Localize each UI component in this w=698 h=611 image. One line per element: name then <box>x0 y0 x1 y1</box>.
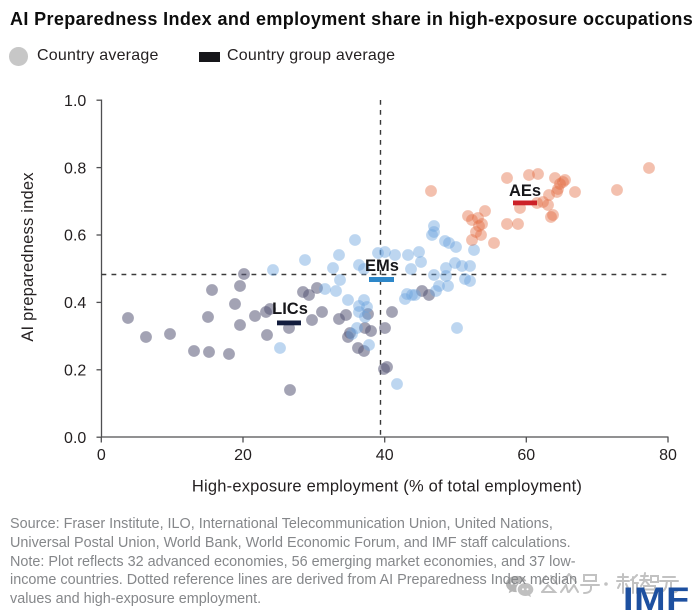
svg-text:20: 20 <box>234 447 252 464</box>
svg-text:0.2: 0.2 <box>64 363 86 380</box>
svg-text:1.0: 1.0 <box>64 93 86 110</box>
svg-text:0: 0 <box>97 447 106 464</box>
svg-text:0.6: 0.6 <box>64 228 86 245</box>
svg-text:AI preparedness index: AI preparedness index <box>19 172 37 342</box>
svg-text:High-exposure employment (% of: High-exposure employment (% of total emp… <box>192 478 582 496</box>
svg-text:60: 60 <box>517 447 535 464</box>
svg-text:0.4: 0.4 <box>64 295 86 312</box>
svg-text:AEs: AEs <box>509 182 541 200</box>
svg-text:40: 40 <box>376 447 394 464</box>
svg-text:0.8: 0.8 <box>64 160 86 177</box>
svg-text:0.0: 0.0 <box>64 430 86 447</box>
svg-text:EMs: EMs <box>365 257 399 275</box>
svg-text:80: 80 <box>659 447 677 464</box>
svg-text:LICs: LICs <box>272 300 308 318</box>
